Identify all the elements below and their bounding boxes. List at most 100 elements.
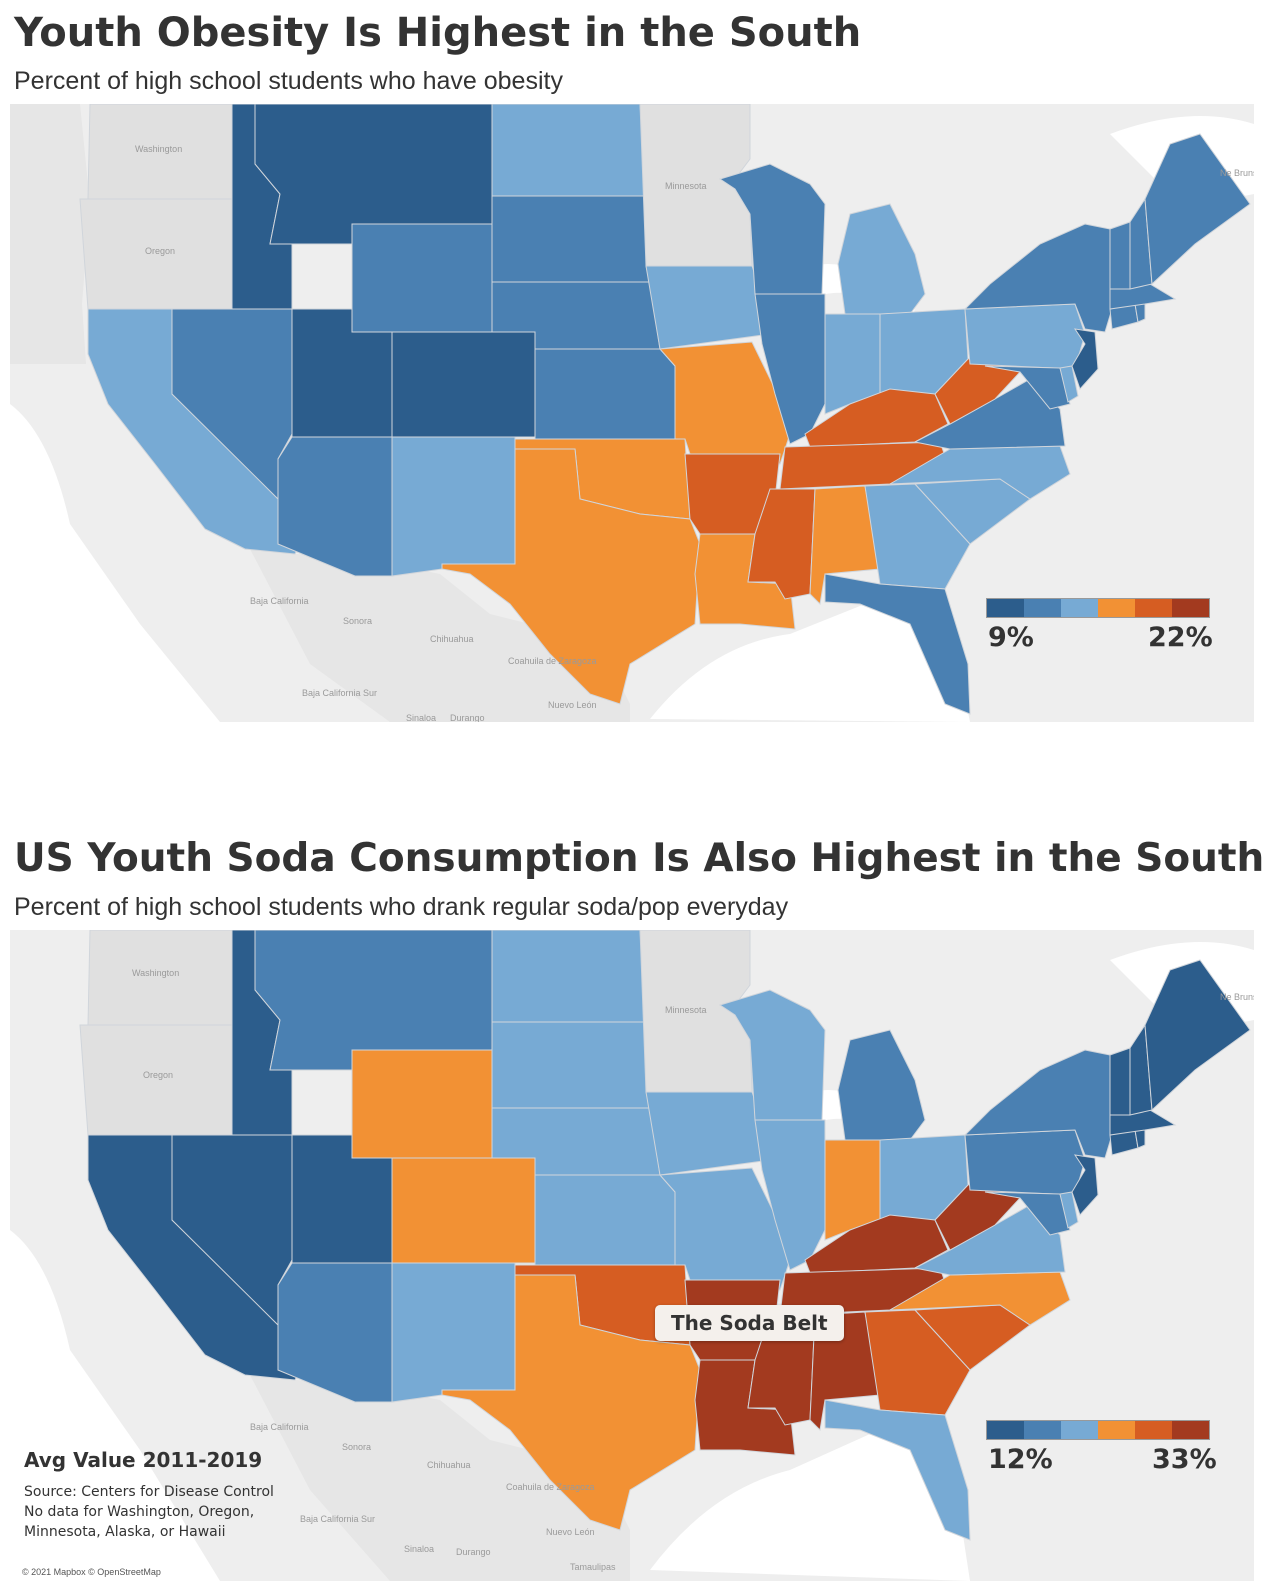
legend-swatch bbox=[987, 1421, 1024, 1439]
state-layer bbox=[79, 104, 1251, 715]
basemap-label: Tamaulipas bbox=[570, 1562, 616, 1572]
basemap-label: Nuevo León bbox=[548, 700, 597, 710]
state-NM[interactable] bbox=[391, 436, 516, 577]
state-SD[interactable] bbox=[491, 1021, 651, 1109]
state-ME[interactable] bbox=[1144, 133, 1251, 286]
state-IL[interactable] bbox=[754, 1119, 826, 1271]
state-FL[interactable] bbox=[824, 573, 971, 715]
chart2-title: US Youth Soda Consumption Is Also Highes… bbox=[14, 836, 1264, 881]
legend-swatch bbox=[1172, 1421, 1209, 1439]
state-CO[interactable] bbox=[391, 331, 536, 438]
basemap-label: Durango bbox=[456, 1547, 491, 1557]
chart1-legend: 9% 22% bbox=[986, 598, 1213, 653]
basemap-label: Baja California bbox=[250, 596, 309, 606]
state-NY[interactable] bbox=[963, 223, 1113, 333]
state-DE[interactable] bbox=[1059, 1191, 1079, 1229]
state-FL[interactable] bbox=[824, 1399, 971, 1541]
state-NY[interactable] bbox=[963, 1049, 1113, 1159]
state-KS[interactable] bbox=[534, 348, 676, 440]
chart1-legend-min: 9% bbox=[988, 622, 1034, 653]
state-OR[interactable] bbox=[79, 1024, 233, 1136]
basemap-label: Sonora bbox=[343, 616, 372, 626]
chart1-subtitle: Percent of high school students who have… bbox=[14, 67, 563, 95]
state-NM[interactable] bbox=[391, 1262, 516, 1403]
legend-swatch bbox=[1061, 1421, 1098, 1439]
state-MT[interactable] bbox=[254, 104, 493, 245]
basemap-label: Minnesota bbox=[665, 1005, 707, 1015]
state-PA[interactable] bbox=[964, 1129, 1086, 1196]
state-GA[interactable] bbox=[864, 483, 971, 590]
basemap-label: Nuevo León bbox=[546, 1527, 595, 1537]
legend-swatch bbox=[1061, 599, 1098, 617]
basemap-label: Chihuahua bbox=[427, 1460, 471, 1470]
basemap-label: Oregon bbox=[143, 1070, 173, 1080]
soda-belt-callout: The Soda Belt bbox=[655, 1305, 844, 1341]
legend-swatch bbox=[1172, 599, 1209, 617]
legend-swatch bbox=[1135, 1421, 1172, 1439]
basemap-label: Washington bbox=[135, 144, 182, 154]
state-IL[interactable] bbox=[754, 293, 826, 445]
chart2-notes: Avg Value 2011-2019 Source: Centers for … bbox=[24, 1448, 274, 1542]
basemap-label: Baja California Sur bbox=[302, 688, 377, 698]
state-TX[interactable] bbox=[441, 448, 701, 705]
chart1-legend-max: 22% bbox=[1148, 622, 1213, 653]
state-MI[interactable] bbox=[837, 203, 926, 315]
chart1-legend-swatches bbox=[986, 598, 1210, 618]
basemap-label: Ne Bruns bbox=[1220, 168, 1254, 178]
state-NJ[interactable] bbox=[1071, 1154, 1099, 1216]
chart1-map-svg: Washington Oregon Minnesota Ne Bruns Baj… bbox=[10, 104, 1254, 722]
state-IA[interactable] bbox=[645, 265, 771, 350]
basemap-label: Oregon bbox=[145, 246, 175, 256]
state-MD[interactable] bbox=[984, 365, 1071, 410]
legend-swatch bbox=[987, 599, 1024, 617]
state-IA[interactable] bbox=[645, 1091, 771, 1176]
state-GA[interactable] bbox=[864, 1309, 971, 1416]
state-MI[interactable] bbox=[837, 1029, 926, 1141]
basemap-label: Baja California Sur bbox=[300, 1514, 375, 1524]
basemap-label: Chihuahua bbox=[430, 634, 474, 644]
basemap-label: Sinaloa bbox=[406, 713, 436, 722]
basemap-label: Sinaloa bbox=[404, 1544, 434, 1554]
no-data-line-1: No data for Washington, Oregon, bbox=[24, 1504, 255, 1520]
state-VT[interactable] bbox=[1109, 221, 1131, 290]
basemap-label: Minnesota bbox=[665, 181, 707, 191]
basemap-label: Washington bbox=[132, 968, 179, 978]
map-copyright[interactable]: © 2021 Mapbox © OpenStreetMap bbox=[22, 1567, 161, 1577]
state-TX[interactable] bbox=[441, 1274, 701, 1531]
state-ME[interactable] bbox=[1144, 959, 1251, 1112]
state-SD[interactable] bbox=[491, 195, 651, 283]
state-MD[interactable] bbox=[984, 1191, 1071, 1236]
chart2-map[interactable]: Washington Oregon Minnesota Ne Bruns Baj… bbox=[10, 930, 1254, 1581]
chart2-legend: 12% 33% bbox=[986, 1420, 1217, 1475]
state-WY[interactable] bbox=[351, 223, 493, 333]
state-ND[interactable] bbox=[491, 930, 647, 1023]
chart1-map[interactable]: Washington Oregon Minnesota Ne Bruns Baj… bbox=[10, 104, 1254, 722]
state-ND[interactable] bbox=[491, 104, 647, 197]
state-VT[interactable] bbox=[1109, 1047, 1131, 1116]
legend-swatch bbox=[1098, 599, 1135, 617]
chart2-legend-min: 12% bbox=[988, 1444, 1053, 1475]
basemap-labels: Washington Oregon Minnesota Ne Bruns Baj… bbox=[135, 144, 1254, 722]
source-line: Source: Centers for Disease Control bbox=[24, 1484, 274, 1500]
state-DE[interactable] bbox=[1059, 365, 1079, 403]
state-KS[interactable] bbox=[534, 1174, 676, 1266]
basemap-labels: Washington Oregon Minnesota Ne Bruns Baj… bbox=[132, 968, 1254, 1572]
legend-swatch bbox=[1024, 599, 1061, 617]
legend-swatch bbox=[1024, 1421, 1061, 1439]
state-MT[interactable] bbox=[254, 930, 493, 1071]
no-data-line-2: Minnesota, Alaska, or Hawaii bbox=[24, 1524, 226, 1540]
state-WY[interactable] bbox=[351, 1049, 493, 1159]
legend-swatch bbox=[1098, 1421, 1135, 1439]
source-note: Source: Centers for Disease Control No d… bbox=[24, 1482, 274, 1542]
state-NJ[interactable] bbox=[1071, 328, 1099, 390]
state-CO[interactable] bbox=[391, 1157, 536, 1264]
basemap-label: Ne Bruns bbox=[1220, 992, 1254, 1002]
basemap-label: Baja California bbox=[250, 1422, 309, 1432]
state-PA[interactable] bbox=[964, 303, 1086, 370]
basemap-label: Sonora bbox=[342, 1442, 371, 1452]
chart2-map-svg: Washington Oregon Minnesota Ne Bruns Baj… bbox=[10, 930, 1254, 1581]
basemap-label: Coahuila de Zaragoza bbox=[508, 656, 597, 666]
avg-value-label: Avg Value 2011-2019 bbox=[24, 1448, 263, 1472]
chart1-title: Youth Obesity Is Highest in the South bbox=[14, 10, 862, 56]
basemap-label: Coahuila de Zaragoza bbox=[506, 1482, 595, 1492]
